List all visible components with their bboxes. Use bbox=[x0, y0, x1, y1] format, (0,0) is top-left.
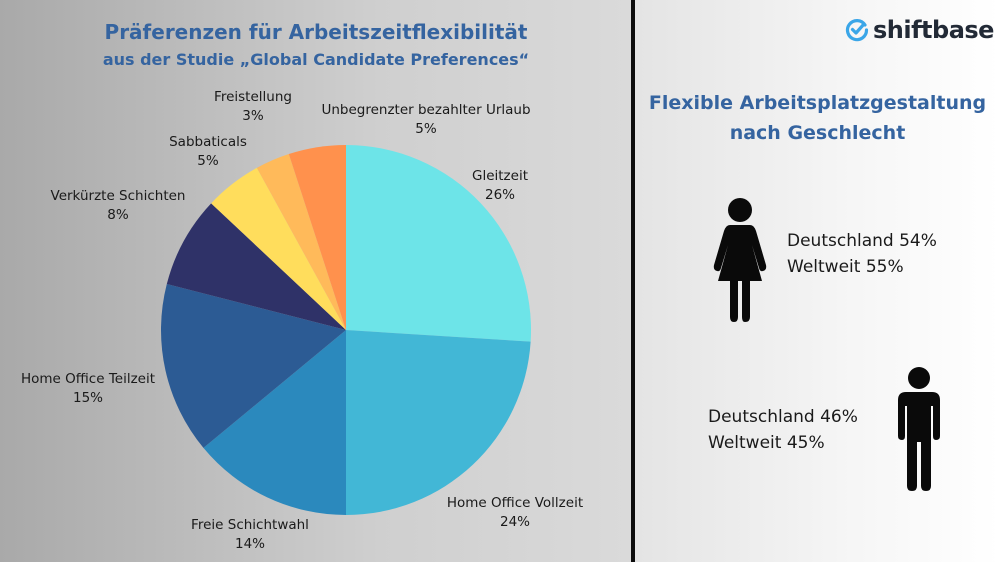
female-germany: Deutschland 54% bbox=[787, 231, 937, 251]
slice-label: Freistellung 3% bbox=[214, 88, 292, 126]
slice-label-name: Home Office Teilzeit bbox=[20, 371, 156, 387]
slice-label-name: Gleitzeit bbox=[472, 168, 528, 184]
slice-label: Gleitzeit 26% bbox=[472, 167, 528, 205]
slice-label-value: 26% bbox=[484, 187, 515, 203]
gender-title-line1: Flexible Arbeitsplatzgestaltung bbox=[648, 92, 987, 114]
female-stats: Deutschland 54% Weltweit 55% bbox=[787, 228, 937, 280]
pie-slice-verkürzte-schichten bbox=[166, 203, 346, 330]
slice-label-value: 24% bbox=[499, 514, 530, 530]
slice-label-value: 15% bbox=[72, 390, 103, 406]
slice-label: Sabbaticals 5% bbox=[169, 133, 247, 171]
man-icon bbox=[898, 367, 940, 491]
woman-icon bbox=[713, 198, 767, 322]
pie-slice-gleitzeit bbox=[346, 145, 531, 342]
slice-label-name: Verkürzte Schichten bbox=[50, 188, 186, 204]
divider bbox=[631, 0, 635, 562]
slice-label-name: Sabbaticals bbox=[169, 134, 247, 150]
slice-label-value: 5% bbox=[415, 121, 437, 137]
slice-label: Freie Schichtwahl 14% bbox=[191, 516, 309, 554]
slice-label-value: 3% bbox=[242, 108, 264, 124]
shiftbase-logo: shiftbase bbox=[845, 16, 994, 44]
pie-slice-sabbaticals bbox=[211, 167, 346, 330]
slice-label-value: 8% bbox=[107, 207, 129, 223]
pie-chart bbox=[161, 145, 531, 515]
pie-slice-freistellung bbox=[256, 154, 346, 330]
slice-label: Home Office Teilzeit 15% bbox=[21, 370, 155, 408]
pie-slice-freie-schichtwahl bbox=[203, 330, 346, 515]
slice-label: Unbegrenzter bezahlter Urlaub 5% bbox=[321, 101, 530, 139]
pie-slice-home-office-teilzeit bbox=[161, 283, 346, 448]
pie-slice-unbegrenzter-bezahlter-urlaub bbox=[288, 145, 346, 330]
slice-label-name: Home Office Vollzeit bbox=[446, 495, 584, 511]
slice-label-value: 5% bbox=[197, 153, 219, 169]
gender-title: Flexible Arbeitsplatzgestaltung nach Ges… bbox=[635, 88, 1000, 148]
slice-label-name: Freie Schichtwahl bbox=[191, 517, 309, 533]
gender-panel bbox=[635, 0, 1000, 562]
female-world: Weltweit 55% bbox=[787, 257, 904, 277]
check-circle-icon bbox=[845, 19, 869, 42]
logo-text: shiftbase bbox=[873, 16, 994, 44]
male-stats: Deutschland 46% Weltweit 45% bbox=[708, 404, 858, 456]
slice-label: Verkürzte Schichten 8% bbox=[51, 187, 186, 225]
slice-label-name: Freistellung bbox=[214, 89, 292, 105]
slice-label-name: Unbegrenzter bezahlter Urlaub bbox=[321, 102, 531, 118]
chart-subtitle: aus der Studie „Global Candidate Prefere… bbox=[102, 50, 530, 69]
male-world: Weltweit 45% bbox=[708, 433, 825, 453]
pie-slice-home-office-vollzeit bbox=[346, 330, 531, 515]
slice-label-value: 14% bbox=[234, 536, 266, 552]
male-germany: Deutschland 46% bbox=[708, 407, 858, 427]
slice-label: Home Office Vollzeit 24% bbox=[447, 494, 583, 532]
chart-title: Präferenzen für Arbeitszeitflexibilität bbox=[104, 20, 528, 44]
gender-title-line2: nach Geschlecht bbox=[729, 122, 906, 144]
